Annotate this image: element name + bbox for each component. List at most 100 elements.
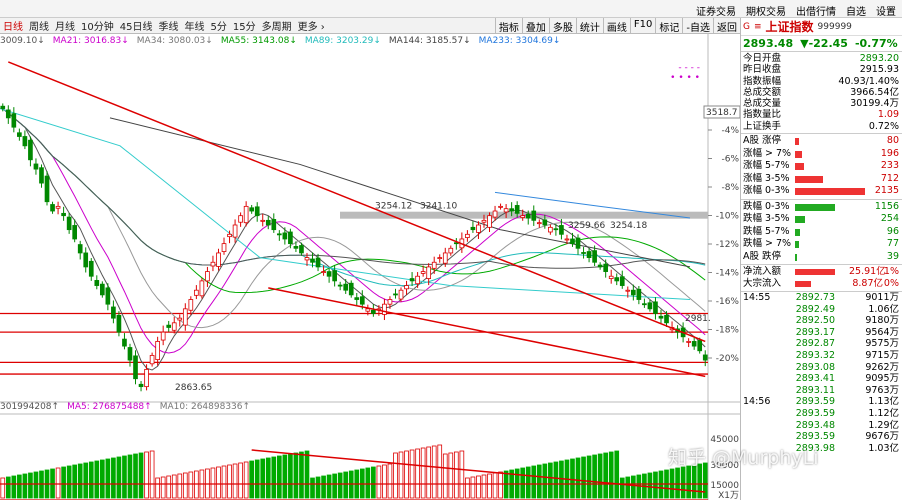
top-link[interactable]: 证券交易 [696,7,736,18]
candle-body [647,302,653,310]
volume-bar [415,448,420,499]
count-bar [795,238,869,251]
top-links: 证券交易 期权交易 出借行情 自选 设置 [696,3,896,18]
candle-body [321,271,326,273]
tick-price: 2893.59 [795,431,835,443]
toolbar-button[interactable]: F10 [629,18,655,34]
flow-bar [795,266,849,278]
period-tab[interactable]: 多周期 [261,22,292,33]
top-link[interactable]: 出借行情 [796,7,836,18]
volume-bar [542,463,548,499]
candle-body [11,113,17,128]
candle-body [365,308,371,312]
volume-bar [55,467,61,499]
volume-bar [498,471,503,499]
candle-body [227,233,232,238]
volume-bar [265,457,271,499]
tick-time [743,373,783,385]
top-link[interactable]: 设置 [876,7,896,18]
tick-row: 2892.50 9180万 [741,315,902,327]
candle-body [531,210,537,221]
price-annotation: 2863.65 [175,383,212,393]
period-tab[interactable]: 周线 [29,22,49,33]
count-value: 712 [880,172,899,184]
volume-bar [321,475,326,499]
toolbar-button[interactable]: 多股 [548,18,576,34]
ma233-line [494,191,691,219]
candle-body [514,205,520,214]
tick-volume: 9715万 [865,350,899,362]
price-axis-box [703,105,740,119]
candle-body [608,275,614,279]
y-tick-label: -6% [721,155,739,165]
candle-body [359,296,365,305]
toolbar-button[interactable]: 返回 [713,18,740,34]
period-tab[interactable]: 季线 [158,22,179,33]
period-tab[interactable]: 更多 › [297,22,325,33]
quote-panel: G ≡ 上证指数 999999 2893.48 ▼-22.45 -0.77% 今… [740,18,902,500]
period-tab[interactable]: 15分 [232,22,256,33]
toolbar-button[interactable]: 指标 [494,18,522,34]
volume-bar [243,461,249,499]
period-tab[interactable]: 5分 [210,22,227,33]
count-label: 跌幅 3-5% [743,213,790,225]
candle-body [702,354,708,361]
toolbar-button[interactable]: 标记 [655,18,682,34]
volume-bar [520,467,526,499]
period-tab[interactable]: 年线 [184,22,205,33]
period-tab[interactable]: 日线 [3,22,23,33]
period-tab[interactable]: 45日线 [119,22,153,33]
tick-time: 14:55 [743,292,771,304]
menu-icon[interactable]: ≡ [753,21,762,32]
top-link[interactable]: 期权交易 [746,7,786,18]
y-tick-label: -10% [716,212,740,222]
count-row: A股 跌停 39 [741,251,902,264]
ma-legend-item: MA21: 3016.83↓ [52,36,129,46]
candle-body [625,289,631,292]
candle-body [658,315,664,319]
stat-label: 总成交额 [743,86,782,98]
candle-body [570,238,575,245]
toolbar-button[interactable]: 统计 [575,18,603,34]
volume-bar [630,475,636,499]
candle-body [465,233,470,238]
count-row: 涨幅 3-5% 712 [741,173,902,186]
candle-body [116,314,122,333]
tick-price: 2893.08 [795,361,835,373]
tick-list[interactable]: 14:55 2892.73 9011万 2892.49 1.06亿 2892.50 9180… [741,292,902,454]
candle-body [22,136,28,147]
trend-line [268,287,706,378]
volume-bar [431,445,437,499]
period-tab[interactable]: 月线 [55,22,75,33]
volume-bar [144,451,149,499]
candle-body [619,276,625,286]
candle-body [238,215,243,223]
volume-bar [99,459,105,499]
candle-body [492,210,498,218]
kline-chart[interactable]: -4% -6% -8% -10% -12% -14% -16% -18% -20% 3518.7 -… [0,34,740,500]
toolbar-button[interactable]: 叠加 [521,18,549,34]
y-tick-label: -16% [716,297,740,307]
volume-bar [548,462,553,499]
candle-body [243,205,249,224]
volume-bar [166,475,172,499]
tick-price: 2893.98 [795,442,835,454]
flow-amount: 25.91亿 [849,266,886,278]
candle-body [304,257,310,261]
volume-bar [376,465,382,499]
stat-value: 40.93/1.40% [838,75,899,87]
tick-volume: 9180万 [865,315,899,327]
ma144-line [109,117,691,268]
tick-time [743,420,783,432]
candle-body [149,355,155,365]
top-link[interactable]: 自选 [846,7,866,18]
toolbar-button[interactable]: 画线 [602,18,630,34]
ma-legend-item: MA55: 3143.08↓ [220,36,297,46]
toolbar-button[interactable]: -自选 [682,18,713,34]
flow-row: 大宗流入 8.87亿 0% [741,278,902,290]
volume-bar [133,453,138,499]
period-tab[interactable]: 10分钟 [81,22,114,33]
volume-bar [94,460,100,499]
tick-time [743,315,783,327]
volume-bar [271,456,277,499]
